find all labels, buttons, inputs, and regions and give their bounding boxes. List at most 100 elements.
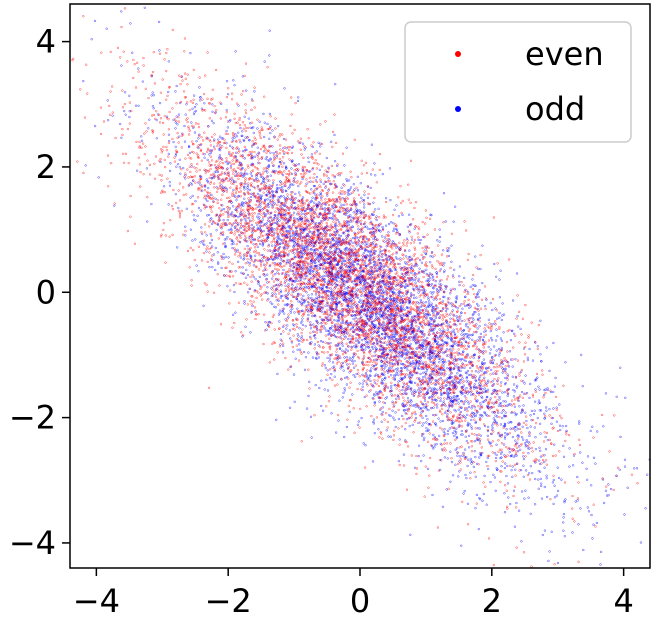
point-even bbox=[279, 162, 283, 166]
point-odd bbox=[451, 431, 455, 435]
point-even bbox=[218, 284, 221, 287]
point-even bbox=[382, 216, 385, 219]
point-odd bbox=[523, 497, 526, 500]
point-odd bbox=[253, 254, 257, 257]
point-odd bbox=[504, 376, 507, 380]
point-even bbox=[299, 204, 303, 207]
point-odd bbox=[266, 122, 269, 126]
point-odd bbox=[227, 256, 230, 259]
point-odd bbox=[430, 305, 433, 308]
point-odd bbox=[576, 475, 579, 479]
point-odd bbox=[276, 372, 279, 376]
point-even bbox=[239, 253, 242, 256]
point-even bbox=[237, 177, 240, 180]
point-odd bbox=[389, 435, 392, 438]
point-odd bbox=[258, 172, 262, 175]
point-odd bbox=[374, 174, 377, 177]
point-odd bbox=[456, 372, 459, 375]
point-odd bbox=[463, 366, 466, 370]
point-even bbox=[108, 104, 111, 108]
point-even bbox=[279, 133, 282, 136]
point-odd bbox=[329, 216, 332, 220]
point-even bbox=[189, 246, 192, 250]
point-even bbox=[293, 328, 296, 331]
point-odd bbox=[533, 426, 536, 429]
point-odd bbox=[284, 284, 287, 287]
point-odd bbox=[446, 429, 450, 433]
point-even bbox=[132, 58, 135, 62]
point-odd bbox=[332, 217, 335, 221]
point-even bbox=[265, 151, 268, 154]
point-even bbox=[315, 167, 319, 170]
point-even bbox=[434, 403, 437, 407]
point-odd bbox=[555, 406, 558, 409]
point-odd bbox=[250, 223, 254, 227]
point-even bbox=[271, 261, 274, 265]
point-odd bbox=[243, 188, 246, 191]
point-odd bbox=[547, 559, 550, 563]
point-odd bbox=[529, 512, 532, 515]
point-even bbox=[182, 90, 186, 93]
point-even bbox=[475, 502, 478, 505]
point-even bbox=[127, 161, 130, 165]
point-odd bbox=[451, 274, 455, 277]
point-even bbox=[113, 202, 116, 205]
point-even bbox=[216, 273, 219, 276]
point-odd bbox=[344, 376, 347, 380]
point-odd bbox=[544, 435, 547, 439]
point-even bbox=[333, 384, 337, 387]
point-odd bbox=[157, 20, 161, 24]
point-odd bbox=[476, 411, 479, 414]
point-odd bbox=[413, 227, 416, 230]
point-even bbox=[515, 546, 518, 549]
point-even bbox=[282, 259, 286, 263]
point-even bbox=[364, 297, 367, 301]
point-odd bbox=[423, 399, 427, 402]
point-odd bbox=[286, 196, 289, 199]
point-even bbox=[484, 350, 488, 353]
point-odd bbox=[211, 110, 214, 113]
point-odd bbox=[254, 278, 257, 281]
point-even bbox=[316, 281, 319, 284]
point-even bbox=[238, 124, 242, 127]
point-even bbox=[512, 346, 515, 349]
point-odd bbox=[513, 525, 517, 528]
point-even bbox=[204, 231, 207, 234]
point-odd bbox=[178, 166, 181, 169]
point-even bbox=[370, 355, 374, 358]
point-odd bbox=[182, 166, 185, 170]
point-even bbox=[417, 236, 420, 239]
point-odd bbox=[393, 418, 396, 421]
point-even bbox=[309, 226, 312, 229]
point-even bbox=[442, 221, 445, 224]
point-odd bbox=[544, 406, 548, 409]
point-odd bbox=[294, 357, 297, 360]
point-odd bbox=[458, 275, 461, 278]
point-even bbox=[323, 351, 326, 354]
point-even bbox=[314, 159, 317, 162]
point-odd bbox=[243, 300, 246, 303]
point-odd bbox=[365, 345, 368, 349]
point-even bbox=[343, 337, 346, 340]
point-odd bbox=[252, 264, 256, 267]
point-odd bbox=[378, 251, 382, 254]
point-even bbox=[253, 246, 257, 249]
point-odd bbox=[419, 459, 423, 463]
point-even bbox=[225, 190, 229, 193]
point-even bbox=[283, 264, 286, 268]
point-even bbox=[452, 276, 455, 279]
point-odd bbox=[268, 29, 271, 32]
point-even bbox=[332, 180, 335, 183]
point-even bbox=[220, 198, 223, 201]
point-odd bbox=[381, 235, 384, 238]
point-odd bbox=[417, 302, 420, 305]
point-even bbox=[108, 113, 112, 116]
point-odd bbox=[304, 215, 307, 218]
point-odd bbox=[381, 378, 384, 381]
point-odd bbox=[447, 323, 450, 326]
point-odd bbox=[234, 311, 237, 314]
point-even bbox=[183, 50, 186, 53]
point-even bbox=[307, 224, 310, 227]
point-odd bbox=[282, 268, 285, 272]
point-odd bbox=[224, 160, 227, 164]
